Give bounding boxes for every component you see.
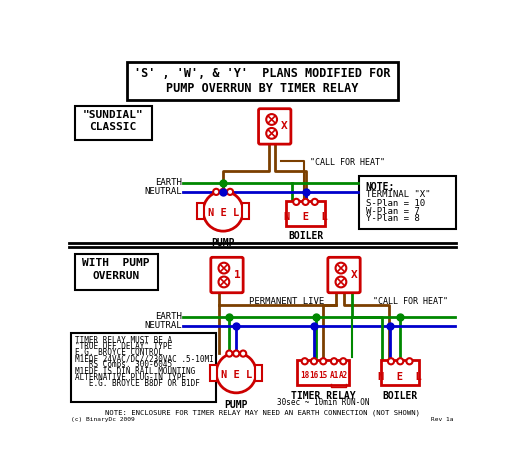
Bar [297, 360, 349, 385]
Text: "SUNDIAL": "SUNDIAL" [82, 110, 143, 120]
Circle shape [335, 263, 346, 274]
Text: Y-Plan = 8: Y-Plan = 8 [366, 214, 419, 223]
Text: RS Comps. 300-6045: RS Comps. 300-6045 [75, 360, 172, 369]
Circle shape [266, 114, 277, 125]
Text: M1EDF 24VAC/DC//230VAC .5-10MI: M1EDF 24VAC/DC//230VAC .5-10MI [75, 354, 214, 363]
Text: S-Plan = 10: S-Plan = 10 [366, 199, 425, 208]
Bar [359, 177, 456, 229]
Text: PERMANENT LIVE: PERMANENT LIVE [249, 298, 325, 307]
Circle shape [340, 358, 346, 364]
Circle shape [302, 358, 308, 364]
Text: PUMP: PUMP [211, 238, 235, 248]
Circle shape [233, 350, 239, 357]
Text: X: X [351, 270, 357, 280]
Bar [210, 365, 217, 380]
Bar [242, 203, 249, 219]
Text: Rev 1a: Rev 1a [431, 416, 453, 422]
Circle shape [203, 191, 243, 231]
Circle shape [293, 199, 300, 205]
Circle shape [220, 189, 226, 195]
Text: W-Plan = 7: W-Plan = 7 [366, 207, 419, 216]
Text: TIMER RELAY: TIMER RELAY [291, 391, 355, 401]
Text: (c) BinaryDc 2009: (c) BinaryDc 2009 [72, 416, 135, 422]
Circle shape [303, 199, 309, 205]
Text: 18: 18 [300, 371, 309, 380]
Text: E.G. BROYCE B8DF OR B1DF: E.G. BROYCE B8DF OR B1DF [75, 379, 199, 388]
Circle shape [320, 358, 326, 364]
Text: 16: 16 [309, 371, 318, 380]
Text: A2: A2 [338, 371, 348, 380]
Bar [286, 201, 325, 226]
Circle shape [216, 353, 256, 393]
Bar [381, 360, 419, 385]
Circle shape [335, 277, 346, 288]
Circle shape [227, 189, 233, 195]
Text: N E L: N E L [207, 208, 239, 218]
Text: BOILER: BOILER [382, 390, 418, 400]
Text: NOTE:: NOTE: [366, 182, 395, 192]
Text: WITH  PUMP: WITH PUMP [82, 258, 150, 268]
Text: CLASSIC: CLASSIC [90, 122, 137, 132]
FancyBboxPatch shape [328, 258, 360, 293]
Text: TERMINAL "X": TERMINAL "X" [366, 190, 430, 199]
Text: A1: A1 [329, 371, 338, 380]
Text: M1EDF IS DIN RAIL MOUNTING: M1EDF IS DIN RAIL MOUNTING [75, 367, 195, 376]
Bar [72, 333, 216, 402]
Circle shape [312, 199, 318, 205]
Circle shape [266, 128, 277, 139]
FancyBboxPatch shape [211, 258, 243, 293]
Text: PUMP: PUMP [224, 400, 248, 410]
Bar [197, 203, 204, 219]
Text: BOILER: BOILER [288, 231, 323, 241]
Circle shape [397, 358, 403, 364]
Text: NOTE: ENCLOSURE FOR TIMER RELAY MAY NEED AN EARTH CONNECTION (NOT SHOWN): NOTE: ENCLOSURE FOR TIMER RELAY MAY NEED… [105, 410, 420, 416]
Text: PUMP OVERRUN BY TIMER RELAY: PUMP OVERRUN BY TIMER RELAY [166, 82, 358, 95]
Text: EARTH: EARTH [156, 178, 182, 187]
Text: TIMER RELAY MUST BE A: TIMER RELAY MUST BE A [75, 336, 172, 345]
Text: EARTH: EARTH [156, 312, 182, 321]
Circle shape [226, 350, 232, 357]
Text: N  E  L: N E L [284, 212, 327, 222]
Bar [75, 106, 152, 139]
Text: N  E  L: N E L [378, 372, 422, 382]
FancyBboxPatch shape [259, 109, 291, 144]
Bar [255, 365, 262, 380]
Circle shape [213, 189, 219, 195]
Text: ALTERNATIVE PLUG-IN TYPE: ALTERNATIVE PLUG-IN TYPE [75, 373, 185, 382]
Text: 30sec ~ 10min RUN-ON: 30sec ~ 10min RUN-ON [277, 398, 370, 407]
Text: NEUTRAL: NEUTRAL [145, 188, 182, 197]
Circle shape [311, 358, 317, 364]
Circle shape [388, 358, 394, 364]
Bar [127, 62, 398, 100]
Text: 'S' , 'W', & 'Y'  PLANS MODIFIED FOR: 'S' , 'W', & 'Y' PLANS MODIFIED FOR [134, 67, 391, 80]
Text: X: X [282, 121, 288, 131]
Circle shape [240, 350, 246, 357]
Text: "TRUE OFF DELAY" TYPE: "TRUE OFF DELAY" TYPE [75, 342, 172, 351]
Circle shape [219, 277, 229, 288]
Text: NEUTRAL: NEUTRAL [145, 321, 182, 330]
Bar [75, 254, 158, 290]
Text: "CALL FOR HEAT": "CALL FOR HEAT" [373, 298, 449, 307]
Circle shape [407, 358, 413, 364]
Circle shape [219, 263, 229, 274]
Circle shape [331, 358, 337, 364]
Text: "CALL FOR HEAT": "CALL FOR HEAT" [310, 158, 385, 167]
Text: 15: 15 [318, 371, 328, 380]
Text: 1: 1 [233, 270, 240, 280]
Text: OVERRUN: OVERRUN [93, 271, 140, 281]
Text: E.G. BROYCE CONTROL: E.G. BROYCE CONTROL [75, 348, 162, 357]
Text: N E L: N E L [221, 370, 252, 380]
